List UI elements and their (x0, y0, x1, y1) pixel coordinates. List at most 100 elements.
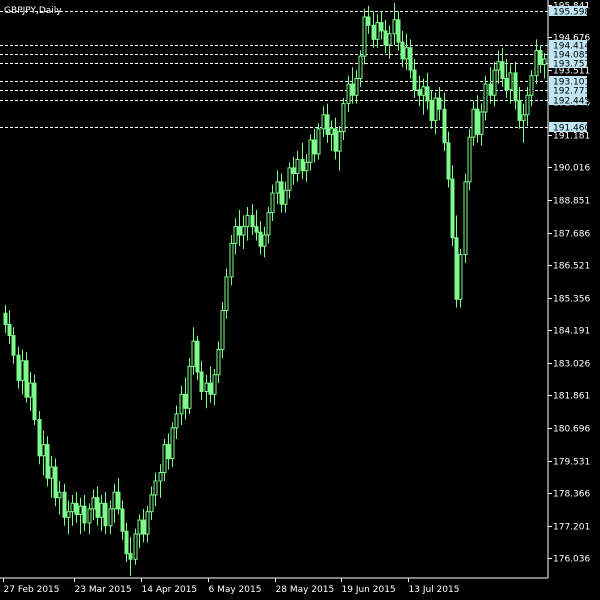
candle (295, 151, 300, 182)
price-tick-label: 190.016 (553, 164, 590, 174)
candle (467, 128, 472, 191)
candle-body (103, 502, 108, 527)
candle-body (208, 382, 213, 395)
candle-body (11, 335, 16, 356)
candle (270, 184, 275, 222)
candle-body (229, 242, 234, 278)
candle-body (358, 55, 363, 79)
candle (224, 268, 229, 319)
candle (20, 349, 25, 395)
candle (41, 430, 46, 476)
candle (237, 209, 242, 247)
candle (53, 458, 58, 507)
candle-body (153, 480, 158, 496)
candle-body (517, 100, 522, 121)
candle-body (492, 69, 497, 96)
candle (266, 207, 271, 244)
price-tick-label: 183.026 (553, 360, 590, 370)
candle (492, 61, 497, 107)
time-tick-label: 19 Jun 2015 (342, 585, 396, 595)
candle-body (212, 374, 217, 395)
level-price-label: 192.445 (553, 97, 590, 107)
candle (145, 506, 150, 543)
candle-body (471, 108, 476, 138)
candle (450, 165, 455, 247)
candle (199, 360, 204, 400)
candle-body (174, 413, 179, 429)
price-tick-label: 180.696 (553, 425, 590, 435)
candle-body (496, 61, 501, 71)
candle-body (162, 444, 167, 474)
candle (195, 335, 200, 381)
candle (245, 207, 250, 241)
level-price-box: 194.414 (549, 40, 590, 52)
candle (32, 374, 37, 426)
candle (483, 75, 488, 121)
candle-body (78, 505, 83, 516)
candle-body (57, 491, 62, 499)
candle (400, 30, 405, 68)
candle (124, 522, 129, 563)
candle-body (149, 494, 154, 513)
candle-body (20, 360, 25, 381)
candle-body (366, 16, 371, 26)
candle (179, 385, 184, 426)
candle-body (254, 226, 259, 233)
candle (417, 75, 422, 107)
candle-body (396, 19, 401, 43)
level-price-box: 193.757 (549, 58, 590, 70)
candle (116, 478, 121, 515)
candle (233, 218, 238, 255)
candle-body (191, 340, 196, 367)
candle-body (488, 83, 493, 96)
candle (74, 492, 79, 523)
candle (66, 500, 71, 535)
candle-body (463, 181, 468, 256)
level-price-label: 193.101 (553, 78, 590, 88)
candle (383, 19, 388, 54)
candle (463, 173, 468, 263)
candle (325, 103, 330, 143)
candle (446, 131, 451, 188)
candle-body (179, 393, 184, 415)
price-tick-label: 181.861 (553, 392, 590, 402)
candle-body (450, 178, 455, 239)
level-price-label: 194.414 (553, 42, 590, 52)
candle (108, 500, 113, 535)
candle (45, 436, 50, 487)
level-box-bg (549, 85, 587, 95)
candle-body (16, 354, 21, 381)
candle-body (538, 50, 543, 65)
candle-body (279, 181, 284, 205)
price-tick-label: 187.686 (553, 230, 590, 240)
candle (412, 58, 417, 99)
candle-body (183, 393, 188, 409)
candle-body (371, 24, 376, 40)
candle (458, 248, 463, 308)
candle-body (3, 312, 8, 325)
candle-body (24, 360, 29, 398)
candle (95, 486, 100, 526)
candle (128, 536, 133, 576)
candle-body (120, 508, 125, 532)
candle-body (504, 77, 509, 91)
candle-body (425, 86, 430, 102)
candle-body (237, 226, 242, 236)
level-price-box: 193.101 (549, 76, 590, 88)
candle-body (283, 189, 288, 205)
candle (475, 95, 480, 143)
candle-body (108, 508, 113, 527)
candle (208, 366, 213, 403)
candle-body (479, 111, 484, 135)
level-price-box: 194.085 (549, 49, 590, 61)
candle (28, 371, 33, 412)
candle (392, 3, 397, 45)
candle (279, 173, 284, 213)
price-tick-label: 188.851 (553, 197, 590, 207)
candle (133, 528, 138, 565)
candles (3, 3, 547, 576)
candle (396, 11, 401, 51)
candle-body (417, 89, 422, 96)
